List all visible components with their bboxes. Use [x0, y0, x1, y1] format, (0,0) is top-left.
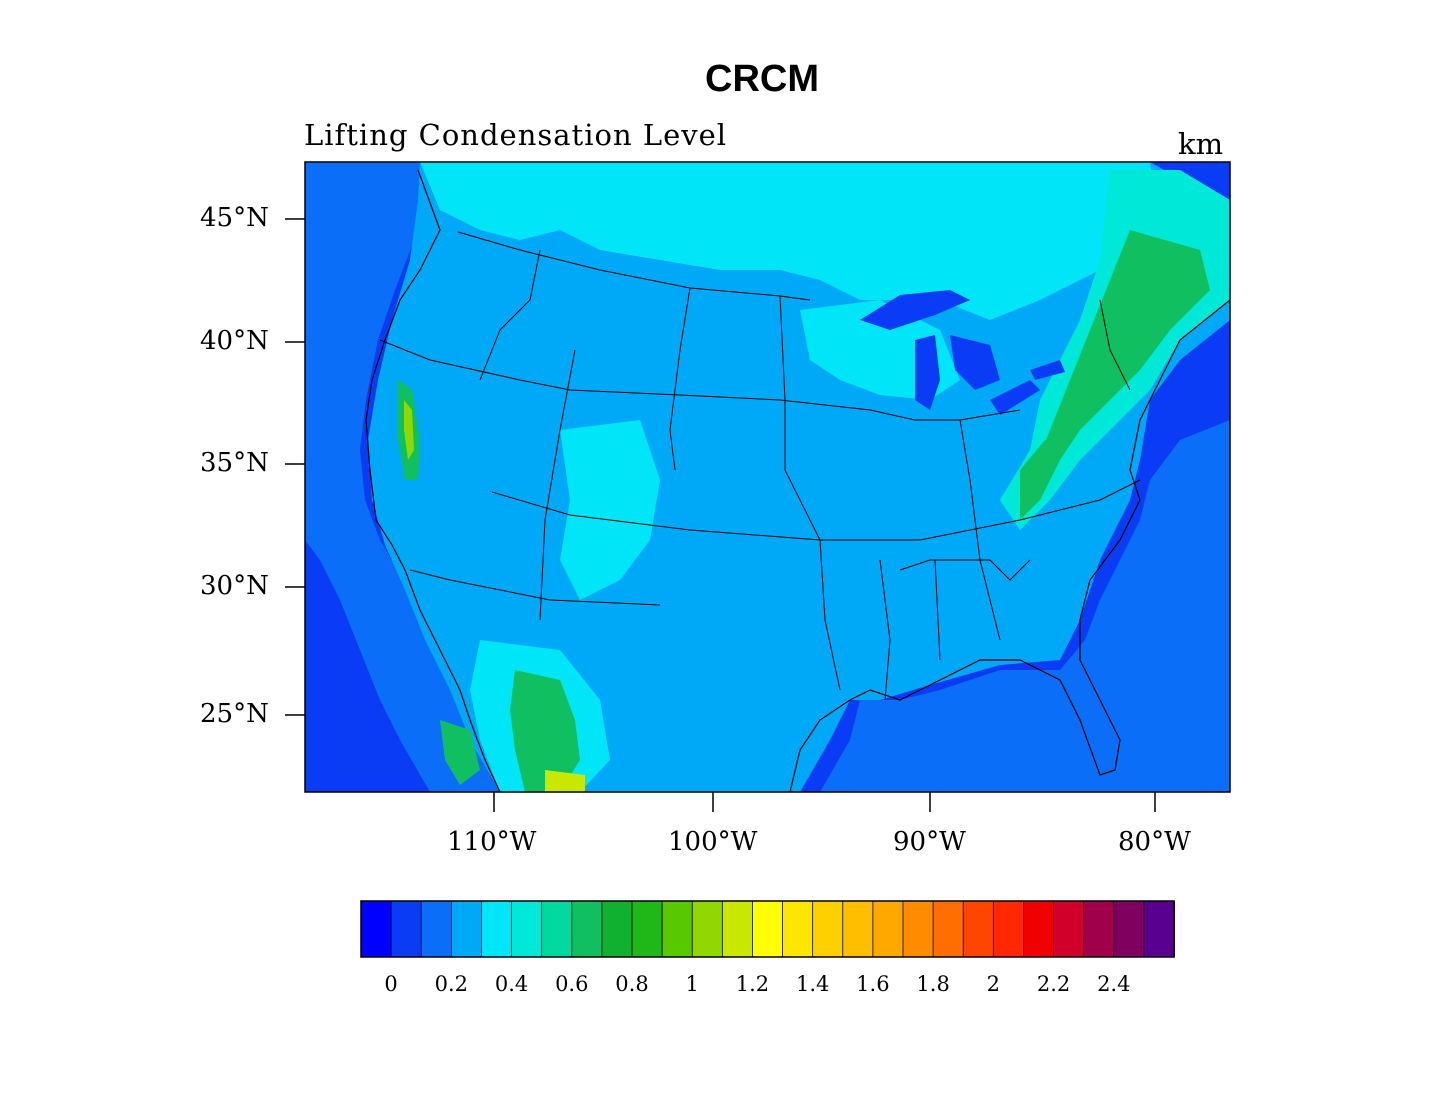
colorbar-swatch-22 — [1023, 900, 1055, 958]
colorbar-swatch-18 — [902, 900, 935, 958]
colorbar-label-5: 1 — [685, 972, 699, 996]
colorbar-label-0: 0 — [384, 972, 398, 996]
southwest-cyan-field — [560, 420, 660, 600]
pacific-coastal-field — [305, 162, 500, 792]
x-tick-label-80w: 80°W — [1118, 827, 1191, 857]
map-title: CRCM — [705, 58, 819, 100]
coastline — [365, 169, 1230, 792]
colorbar-label-6: 1.2 — [735, 972, 770, 996]
colorbar-swatch-21 — [992, 900, 1025, 958]
y-tick-label-45: 45°N — [200, 203, 269, 233]
colorbar-swatch-25 — [1113, 900, 1145, 958]
colorbar-label-9: 1.8 — [916, 972, 950, 996]
colorbar-label-8: 1.6 — [856, 972, 890, 996]
colorbar-swatch-13 — [752, 900, 784, 958]
map-subtitle: Lifting Condensation Level — [304, 118, 728, 152]
colorbar-swatch-14 — [782, 900, 814, 958]
x-tick-label-90w: 90°W — [893, 827, 966, 857]
lake-michigan — [915, 335, 940, 410]
colorbar-label-7: 1.4 — [795, 972, 830, 996]
northeast-green-field — [1030, 230, 1210, 500]
north-cyan-field — [420, 162, 1160, 320]
colorbar-swatch-8 — [601, 900, 633, 958]
units-label: km — [1178, 127, 1224, 161]
colorbar-swatch-3 — [450, 900, 483, 958]
lake-ontario — [1030, 360, 1065, 380]
colorbar-label-10: 2 — [986, 972, 1001, 996]
colorbar-swatch-7 — [571, 900, 603, 958]
colorbar-swatch-2 — [420, 900, 453, 958]
appalachian-green-field — [1020, 440, 1060, 520]
y-tick-label-35: 35°N — [200, 448, 269, 478]
california-yellow-field — [404, 400, 414, 460]
baja-green-field — [440, 720, 480, 785]
colorbar-frame — [360, 900, 1175, 958]
colorbar-swatch-1 — [390, 900, 423, 958]
state-borders — [379, 231, 1141, 701]
colorbar-swatch-24 — [1083, 900, 1115, 958]
colorbar-swatch-6 — [541, 900, 573, 958]
lake-erie — [990, 380, 1040, 415]
lake-huron — [950, 335, 1000, 390]
colorbar-swatch-12 — [721, 900, 754, 958]
colorbar-swatch-9 — [631, 900, 664, 958]
atlantic-coastal-field — [820, 162, 1230, 792]
colorbar-label-3: 0.6 — [555, 972, 589, 996]
map-area — [305, 162, 1230, 792]
colorbar-label-2: 0.4 — [494, 972, 529, 996]
colorbar-swatch-19 — [932, 900, 965, 958]
colorbar-label-1: 0.2 — [434, 972, 469, 996]
mexico-green-field — [510, 670, 580, 792]
land-field — [368, 162, 1230, 792]
x-tick-label-110w: 110°W — [447, 827, 537, 857]
colorbar-swatch-17 — [872, 900, 904, 958]
colorbar-swatch-5 — [511, 900, 543, 958]
y-ticks — [285, 218, 305, 716]
y-tick-label-40: 40°N — [200, 326, 269, 356]
colorbar-label-4: 0.8 — [615, 972, 649, 996]
colorbar-label-12: 2.4 — [1097, 972, 1131, 996]
colorbar-swatch-10 — [661, 900, 694, 958]
colorbar-swatch-0 — [360, 900, 393, 958]
colorbar-swatch-26 — [1143, 900, 1175, 958]
colorbar-label-11: 2.2 — [1036, 972, 1071, 996]
y-tick-label-25: 25°N — [200, 699, 269, 729]
y-tick-label-30: 30°N — [200, 571, 269, 601]
lake-superior — [860, 290, 970, 330]
colorbar-swatch-11 — [691, 900, 724, 958]
colorbar-swatch-23 — [1053, 900, 1085, 958]
mexico-yellow-field — [545, 770, 585, 792]
colorbar-swatch-16 — [842, 900, 874, 958]
colorbar-swatch-20 — [962, 900, 995, 958]
colorbar-swatch-4 — [481, 900, 513, 958]
x-ticks — [493, 792, 1156, 812]
colorbar — [360, 900, 1175, 958]
colorbar-swatch-15 — [812, 900, 844, 958]
x-tick-label-100w: 100°W — [668, 827, 758, 857]
map-frame — [304, 161, 1231, 793]
